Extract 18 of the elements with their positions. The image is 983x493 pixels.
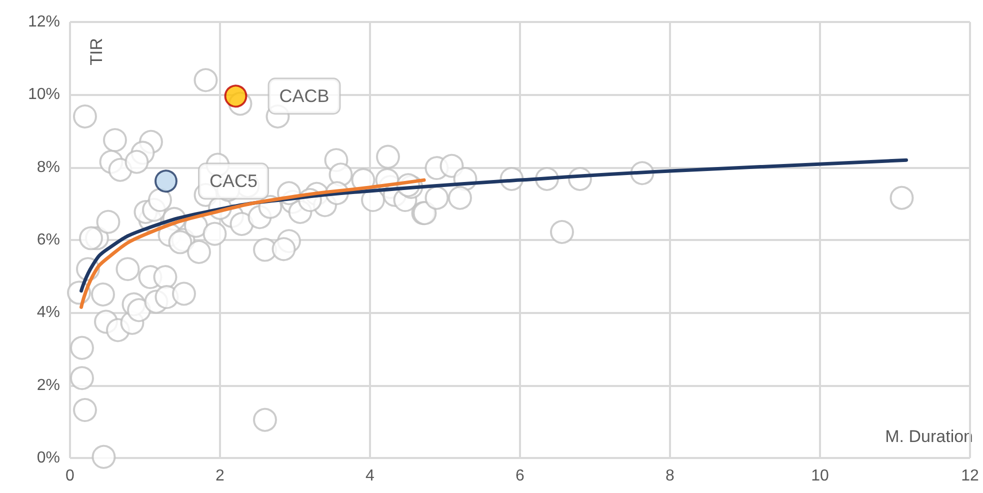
y-tick-label: 12% (28, 14, 60, 30)
y-axis-title: TIR (87, 38, 106, 66)
y-tick-label: 2% (36, 376, 60, 394)
x-tick-label: 6 (516, 468, 525, 484)
y-tick-label: 6% (36, 232, 60, 248)
y-tick-label: 10% (28, 86, 60, 104)
x-tick-label: 0 (66, 468, 75, 484)
series-label: CAC5 (210, 171, 258, 192)
y-tick-label: 0% (36, 450, 60, 466)
x-tick-label: 10 (811, 468, 829, 484)
y-tick-label: 4% (36, 304, 60, 322)
y-tick-label: 8% (36, 158, 60, 176)
x-tick-label: 2 (216, 468, 225, 484)
x-tick-label: 4 (366, 468, 375, 484)
x-tick-label: 12 (961, 468, 979, 484)
x-axis-title: M. Duration (885, 427, 974, 446)
series-label: CACB (279, 86, 330, 106)
x-tick-label: 8 (666, 468, 675, 484)
